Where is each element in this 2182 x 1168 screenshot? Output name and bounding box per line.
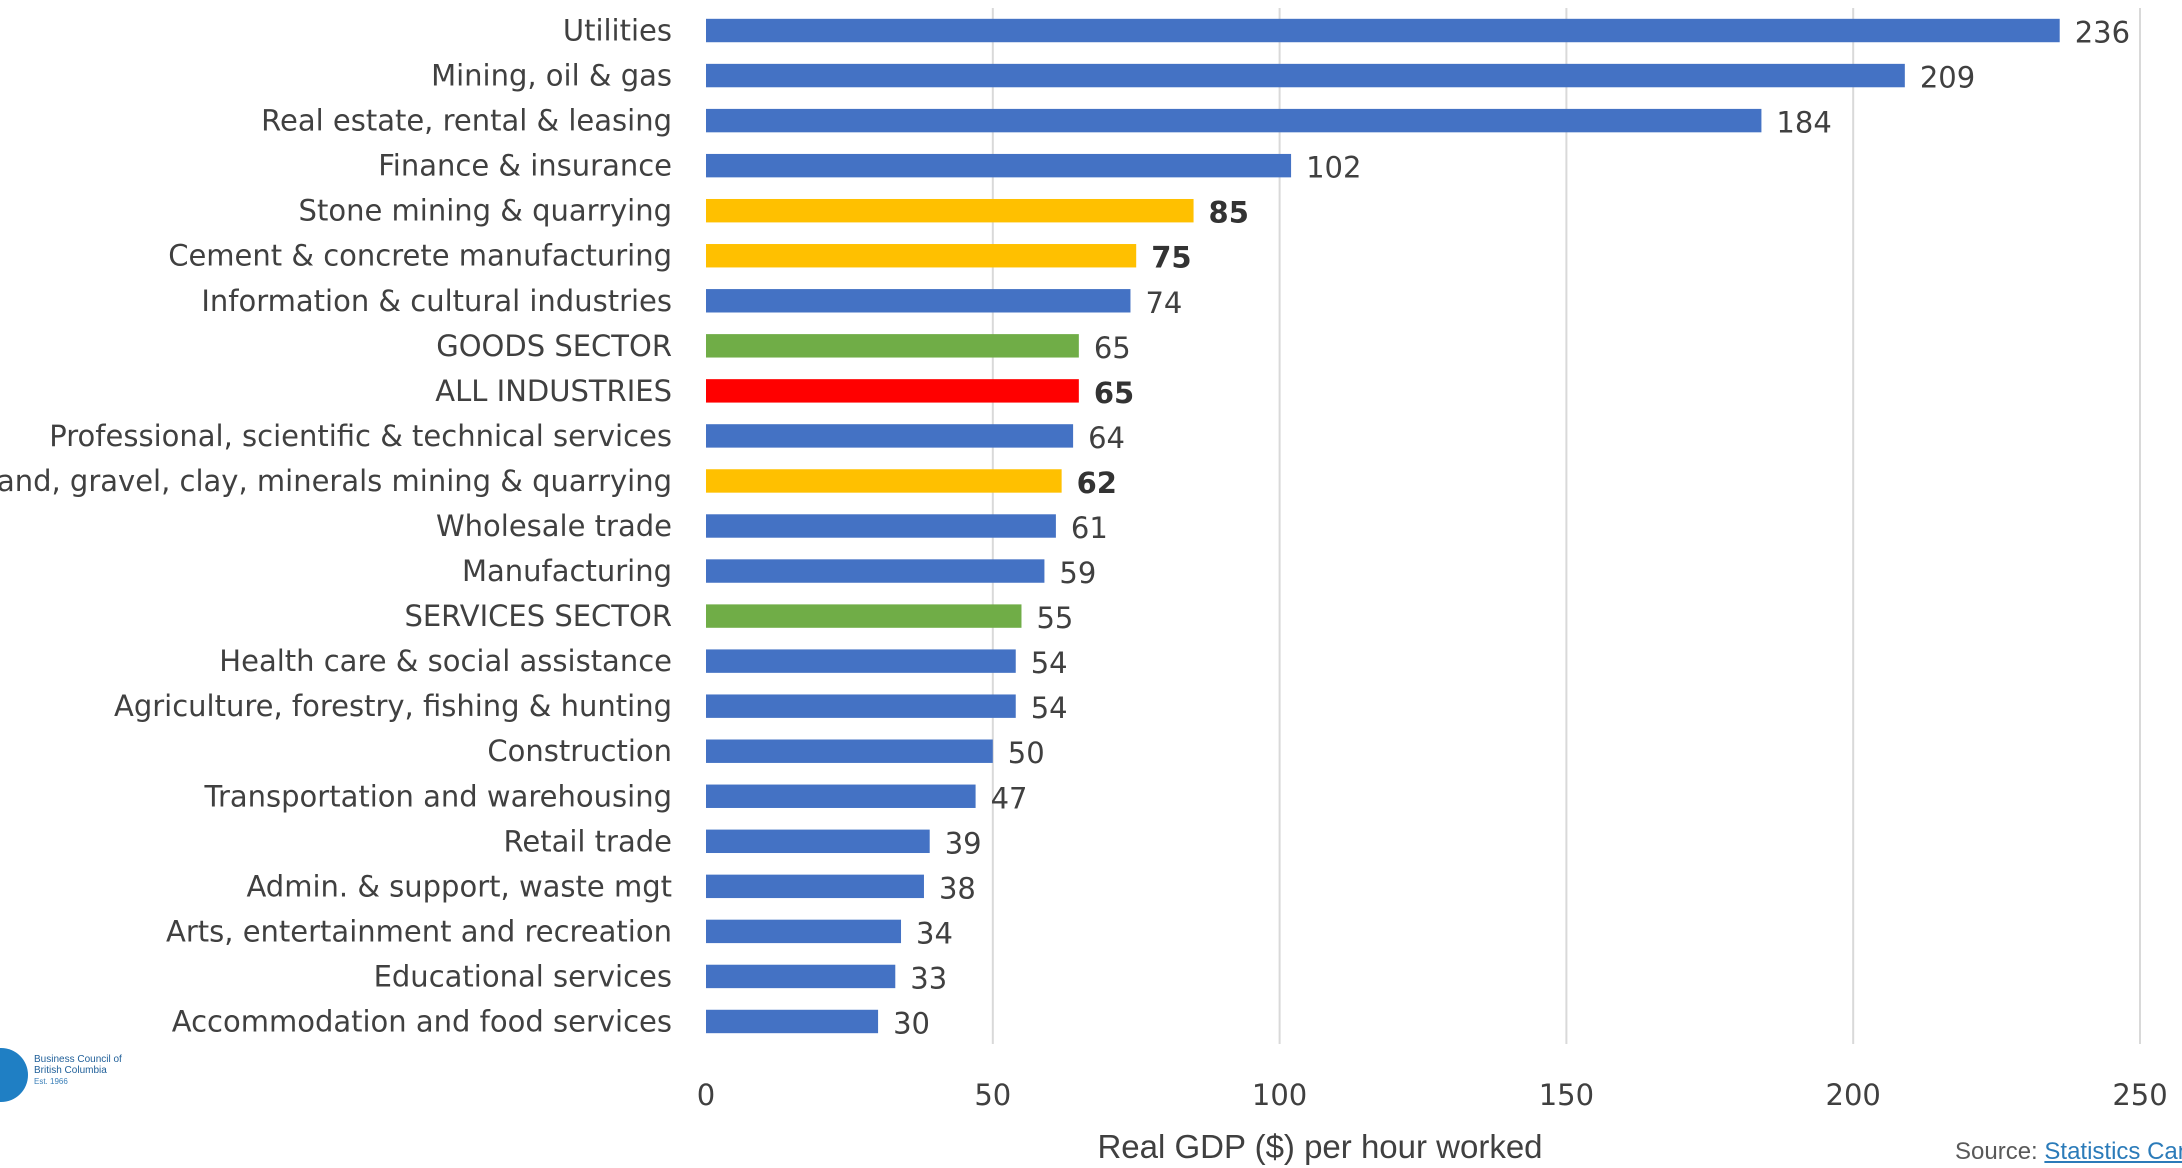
category-label: Sand, gravel, clay, minerals mining & qu…: [0, 464, 672, 498]
category-label: Mining, oil & gas: [431, 59, 672, 93]
data-label: 65: [1094, 331, 1131, 365]
bars: [706, 18, 2060, 1034]
value-labels: 236 209 184 102 85 75 74 65 65 64 62 61 59 55 54 54 50 47…: [893, 16, 2130, 1041]
category-label: Accommodation and food services: [172, 1004, 672, 1038]
category-label: Transportation and warehousing: [204, 779, 672, 813]
category-label: Finance & insurance: [378, 149, 672, 183]
data-label: 62: [1077, 466, 1117, 500]
bar: [706, 649, 1016, 673]
gridlines: [991, 8, 2141, 1044]
x-tick-label: 0: [697, 1078, 715, 1112]
bar: [706, 784, 976, 808]
bar: [706, 919, 902, 944]
bar: [706, 334, 1079, 358]
data-label: 64: [1088, 421, 1125, 455]
category-label: Professional, scientific & technical ser…: [49, 419, 672, 453]
category-label: Arts, entertainment and recreation: [166, 914, 672, 948]
data-label: 59: [1059, 556, 1096, 590]
category-label: Manufacturing: [462, 554, 672, 588]
category-label: Educational services: [374, 959, 672, 993]
data-label: 50: [1008, 736, 1045, 770]
x-tick-label: 100: [1252, 1078, 1307, 1112]
data-label: 54: [1031, 691, 1068, 725]
category-label: GOODS SECTOR: [436, 329, 672, 363]
logo-text: Business Council of British Columbia Est…: [34, 1054, 122, 1087]
x-tick-label: 200: [1826, 1078, 1881, 1112]
data-label: 55: [1036, 601, 1073, 635]
data-label: 54: [1031, 646, 1068, 680]
data-label: 74: [1145, 286, 1182, 320]
bar: [706, 604, 1022, 628]
data-label: 209: [1920, 61, 1975, 95]
data-label: 65: [1094, 376, 1134, 410]
x-tick-label: 250: [2112, 1078, 2167, 1112]
data-label: 30: [893, 1006, 930, 1040]
logo-line-1: Business Council of: [34, 1054, 122, 1065]
bar: [706, 108, 1762, 133]
bar: [706, 63, 1905, 88]
bar: [706, 559, 1045, 583]
bar: [706, 469, 1062, 493]
category-label: Information & cultural industries: [201, 284, 672, 318]
bar: [706, 1009, 879, 1034]
data-label: 61: [1071, 511, 1108, 545]
data-label: 39: [945, 826, 982, 860]
category-label: SERVICES SECTOR: [404, 599, 672, 633]
category-labels: Utilities Mining, oil & gas Real estate, r…: [0, 14, 672, 1039]
logo-line-2: British Columbia: [34, 1065, 107, 1076]
data-label: 236: [2075, 16, 2130, 50]
category-label: ALL INDUSTRIES: [435, 374, 672, 408]
bar: [706, 739, 993, 763]
logo-line-3: Est. 1966: [34, 1077, 68, 1086]
data-label: 184: [1776, 106, 1831, 140]
source-link[interactable]: Statistics Canada: [2044, 1138, 2182, 1165]
bar: [706, 198, 1194, 223]
source-note: Source: Statistics Canada: [1955, 1138, 2182, 1166]
x-axis-title: Real GDP ($) per hour worked: [1097, 1128, 1543, 1165]
x-tick-labels: 0 50 100 150 200 250: [697, 1078, 2168, 1112]
business-council-logo: Business Council of British Columbia Est…: [0, 1045, 160, 1105]
bar: [706, 424, 1074, 448]
bar: [706, 289, 1131, 313]
data-label: 33: [910, 961, 947, 995]
category-label: Wholesale trade: [436, 509, 672, 543]
source-prefix: Source:: [1955, 1138, 2045, 1165]
category-label: Stone mining & quarrying: [299, 194, 672, 228]
category-label: Cement & concrete manufacturing: [168, 239, 672, 273]
data-label: 34: [916, 916, 953, 950]
category-label: Real estate, rental & leasing: [261, 104, 672, 138]
bar: [706, 18, 2060, 43]
logo-mark-icon: [0, 1048, 30, 1102]
bar: [706, 964, 896, 989]
category-label: Retail trade: [504, 824, 672, 858]
bar: [706, 829, 930, 854]
bar: [706, 244, 1137, 268]
category-label: Health care & social assistance: [219, 644, 672, 678]
category-label: Construction: [487, 734, 672, 768]
data-label: 85: [1209, 196, 1249, 230]
category-label: Admin. & support, waste mgt: [246, 869, 672, 903]
category-label: Utilities: [563, 14, 672, 48]
bar: [706, 694, 1016, 718]
category-label: Agriculture, forestry, fishing & hunting: [114, 689, 672, 723]
data-label: 75: [1151, 241, 1191, 275]
bar: [706, 379, 1079, 403]
x-tick-label: 50: [974, 1078, 1011, 1112]
data-label: 102: [1306, 151, 1361, 185]
bar: [706, 874, 924, 899]
data-label: 47: [991, 781, 1028, 815]
bar: [706, 514, 1056, 538]
data-label: 38: [939, 871, 976, 905]
x-tick-label: 150: [1539, 1078, 1594, 1112]
bar: [706, 153, 1292, 178]
